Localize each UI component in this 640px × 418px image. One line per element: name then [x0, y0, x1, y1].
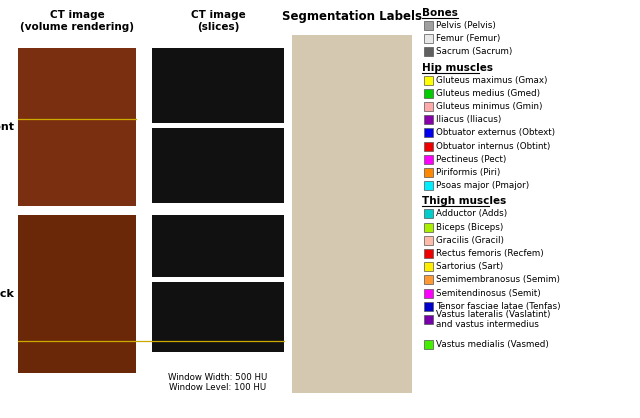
Text: Vastus medialis (Vasmed): Vastus medialis (Vasmed)	[436, 340, 549, 349]
Text: Piriformis (Piri): Piriformis (Piri)	[436, 168, 500, 177]
Bar	[152, 128, 284, 203]
Text: Femur (Femur): Femur (Femur)	[436, 34, 500, 43]
Bar	[292, 215, 412, 393]
Bar	[424, 288, 433, 298]
Text: Sacrum (Sacrum): Sacrum (Sacrum)	[436, 47, 513, 56]
Bar	[424, 34, 433, 43]
Text: Obtuator externus (Obtext): Obtuator externus (Obtext)	[436, 128, 555, 138]
Text: Segmentation Labels: Segmentation Labels	[282, 10, 422, 23]
Bar	[424, 209, 433, 218]
Text: Sartorius (Sart): Sartorius (Sart)	[436, 262, 503, 271]
Bar	[424, 155, 433, 164]
Text: Gluteus maximus (Gmax): Gluteus maximus (Gmax)	[436, 76, 547, 84]
Text: Semimembranosus (Semim): Semimembranosus (Semim)	[436, 275, 560, 284]
Bar	[424, 275, 433, 284]
Bar	[424, 181, 433, 190]
Bar	[152, 48, 284, 123]
Bar	[424, 302, 433, 311]
Text: Back: Back	[0, 289, 14, 299]
Bar	[152, 215, 284, 277]
Text: Pelvis (Pelvis): Pelvis (Pelvis)	[436, 21, 496, 30]
Bar	[424, 47, 433, 56]
Bar	[424, 142, 433, 150]
Text: Pectineus (Pect): Pectineus (Pect)	[436, 155, 506, 164]
Text: Hip muscles: Hip muscles	[422, 63, 493, 73]
Bar	[424, 236, 433, 245]
Bar	[424, 76, 433, 84]
Bar	[424, 249, 433, 258]
Bar	[18, 215, 136, 373]
Bar	[424, 128, 433, 138]
Text: Iliacus (Iliacus): Iliacus (Iliacus)	[436, 115, 501, 124]
Text: Semitendinosus (Semit): Semitendinosus (Semit)	[436, 288, 541, 298]
Bar	[424, 21, 433, 30]
Text: Bones: Bones	[422, 8, 458, 18]
Bar	[424, 115, 433, 124]
Text: Gluteus minimus (Gmin): Gluteus minimus (Gmin)	[436, 102, 543, 111]
Text: Window Width: 500 HU
Window Level: 100 HU: Window Width: 500 HU Window Level: 100 H…	[168, 373, 268, 393]
Bar	[424, 262, 433, 271]
Text: Biceps (Biceps): Biceps (Biceps)	[436, 223, 504, 232]
Text: Psoas major (Pmajor): Psoas major (Pmajor)	[436, 181, 529, 190]
Text: Gracilis (Gracil): Gracilis (Gracil)	[436, 236, 504, 245]
Bar	[424, 89, 433, 98]
Bar	[424, 223, 433, 232]
Bar	[292, 35, 412, 215]
Text: Gluteus medius (Gmed): Gluteus medius (Gmed)	[436, 89, 540, 98]
Text: Obtuator internus (Obtint): Obtuator internus (Obtint)	[436, 142, 550, 150]
Text: Vastus lateralis (Vaslatint)
and vastus intermedius: Vastus lateralis (Vaslatint) and vastus …	[436, 310, 550, 329]
Bar	[424, 168, 433, 177]
Text: Rectus femoris (Recfem): Rectus femoris (Recfem)	[436, 249, 544, 258]
Text: CT image
(volume rendering): CT image (volume rendering)	[20, 10, 134, 32]
Bar	[152, 282, 284, 352]
Bar	[424, 315, 433, 324]
Bar	[18, 48, 136, 206]
Text: Adductor (Adds): Adductor (Adds)	[436, 209, 508, 218]
Text: Tensor fasciae latae (Tenfas): Tensor fasciae latae (Tenfas)	[436, 302, 561, 311]
Text: Thigh muscles: Thigh muscles	[422, 196, 506, 206]
Text: CT image
(slices): CT image (slices)	[191, 10, 245, 32]
Bar	[424, 340, 433, 349]
Bar	[424, 102, 433, 111]
Text: Front: Front	[0, 122, 14, 132]
